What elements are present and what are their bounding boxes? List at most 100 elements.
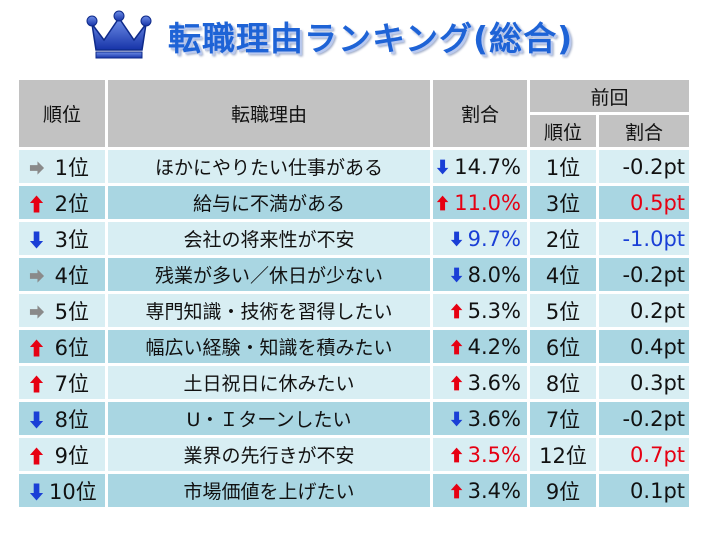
rank-label: 10位 xyxy=(49,479,97,504)
rank-cell: 10位 xyxy=(19,474,105,507)
header-pct: 割合 xyxy=(433,80,527,147)
reason-cell: 給与に不満がある xyxy=(108,186,430,219)
prev-rank-cell: 4位 xyxy=(530,258,596,291)
arrow-up-icon xyxy=(450,303,462,318)
arrow-right-icon xyxy=(29,268,45,283)
reason-cell: 専門知識・技術を習得したい xyxy=(108,294,430,327)
crown-icon xyxy=(86,10,152,59)
rank-label: 6位 xyxy=(54,335,89,360)
arrow-up-icon xyxy=(450,375,462,390)
rank-label: 1位 xyxy=(54,155,89,180)
rank-cell: 8位 xyxy=(19,402,105,435)
table-row: 2位 給与に不満がある 11.0% 3位 0.5pt xyxy=(19,186,690,219)
reason-cell: 会社の将来性が不安 xyxy=(108,222,430,255)
rank-cell: 2位 xyxy=(19,186,105,219)
reason-cell: 市場価値を上げたい xyxy=(108,474,430,507)
prev-pt-cell: 0.4pt xyxy=(599,330,690,363)
pct-value: 4.2% xyxy=(467,334,521,359)
pct-cell: 3.5% xyxy=(433,438,527,471)
pct-value: 8.0% xyxy=(467,262,521,287)
arrow-down-icon xyxy=(29,231,44,248)
rank-label: 3位 xyxy=(54,227,89,252)
pct-value: 5.3% xyxy=(467,298,521,323)
pct-cell: 11.0% xyxy=(433,186,527,219)
arrow-down-icon xyxy=(450,411,462,426)
table-row: 10位 市場価値を上げたい 3.4% 9位 0.1pt xyxy=(19,474,690,507)
pct-value: 9.7% xyxy=(467,226,521,251)
header-previous: 前回 xyxy=(530,80,690,112)
prev-pt-cell: 0.7pt xyxy=(599,438,690,471)
prev-pt-cell: -0.2pt xyxy=(599,150,690,183)
arrow-down-icon xyxy=(29,411,44,428)
arrow-up-icon xyxy=(450,339,462,354)
arrow-up-icon xyxy=(29,195,44,212)
rank-cell: 7位 xyxy=(19,366,105,399)
table-row: 5位 専門知識・技術を習得したい 5.3% 5位 0.2pt xyxy=(19,294,690,327)
rank-label: 8位 xyxy=(54,407,89,432)
pct-cell: 5.3% xyxy=(433,294,527,327)
prev-pt-cell: -0.2pt xyxy=(599,258,690,291)
prev-rank-cell: 9位 xyxy=(530,474,596,507)
prev-pt-cell: 0.2pt xyxy=(599,294,690,327)
rank-label: 9位 xyxy=(54,443,89,468)
prev-rank-cell: 6位 xyxy=(530,330,596,363)
table-row: 3位 会社の将来性が不安 9.7% 2位 -1.0pt xyxy=(19,222,690,255)
rank-label: 5位 xyxy=(54,299,89,324)
pct-cell: 3.4% xyxy=(433,474,527,507)
ranking-table: 順位 転職理由 割合 前回 順位 割合 1位 ほかにやりたい仕事がある 14.7% 1… xyxy=(16,77,692,510)
rank-label: 7位 xyxy=(54,371,89,396)
table-row: 6位 幅広い経験・知識を積みたい 4.2% 6位 0.4pt xyxy=(19,330,690,363)
arrow-up-icon xyxy=(450,447,462,462)
prev-rank-cell: 2位 xyxy=(530,222,596,255)
arrow-down-icon xyxy=(450,267,462,282)
pct-value: 14.7% xyxy=(454,154,521,179)
arrow-up-icon xyxy=(437,195,449,210)
prev-pt-cell: -0.2pt xyxy=(599,402,690,435)
pct-value: 3.4% xyxy=(467,478,521,503)
rank-label: 2位 xyxy=(54,191,89,216)
prev-rank-cell: 8位 xyxy=(530,366,596,399)
arrow-down-icon xyxy=(29,483,44,500)
rank-cell: 1位 xyxy=(19,150,105,183)
arrow-right-icon xyxy=(29,304,45,319)
table-row: 4位 残業が多い／休日が少ない 8.0% 4位 -0.2pt xyxy=(19,258,690,291)
header-reason: 転職理由 xyxy=(108,80,430,147)
prev-rank-cell: 5位 xyxy=(530,294,596,327)
reason-cell: 残業が多い／休日が少ない xyxy=(108,258,430,291)
pct-value: 3.5% xyxy=(467,442,521,467)
prev-rank-cell: 7位 xyxy=(530,402,596,435)
rank-cell: 9位 xyxy=(19,438,105,471)
rank-cell: 6位 xyxy=(19,330,105,363)
pct-cell: 3.6% xyxy=(433,402,527,435)
prev-pt-cell: 0.5pt xyxy=(599,186,690,219)
rank-cell: 5位 xyxy=(19,294,105,327)
rank-cell: 4位 xyxy=(19,258,105,291)
reason-cell: ほかにやりたい仕事がある xyxy=(108,150,430,183)
header-prev-pct: 割合 xyxy=(599,115,690,147)
reason-cell: 幅広い経験・知識を積みたい xyxy=(108,330,430,363)
ranking-header: 転職理由ランキング(総合) xyxy=(0,0,705,74)
reason-cell: U・Ｉターンしたい xyxy=(108,402,430,435)
prev-rank-cell: 3位 xyxy=(530,186,596,219)
prev-rank-cell: 12位 xyxy=(530,438,596,471)
table-row: 9位 業界の先行きが不安 3.5% 12位 0.7pt xyxy=(19,438,690,471)
arrow-up-icon xyxy=(29,375,44,392)
reason-cell: 土日祝日に休みたい xyxy=(108,366,430,399)
arrow-down-icon xyxy=(437,159,449,174)
arrow-down-icon xyxy=(450,231,462,246)
table-row: 1位 ほかにやりたい仕事がある 14.7% 1位 -0.2pt xyxy=(19,150,690,183)
header-rank: 順位 xyxy=(19,80,105,147)
page-title: 転職理由ランキング(総合) xyxy=(168,19,574,58)
reason-cell: 業界の先行きが不安 xyxy=(108,438,430,471)
arrow-right-icon xyxy=(29,160,45,175)
arrow-up-icon xyxy=(29,447,44,464)
pct-cell: 4.2% xyxy=(433,330,527,363)
arrow-up-icon xyxy=(29,339,44,356)
table-row: 8位 U・Ｉターンしたい 3.6% 7位 -0.2pt xyxy=(19,402,690,435)
prev-rank-cell: 1位 xyxy=(530,150,596,183)
pct-cell: 3.6% xyxy=(433,366,527,399)
pct-value: 3.6% xyxy=(467,406,521,431)
pct-value: 3.6% xyxy=(467,370,521,395)
pct-cell: 14.7% xyxy=(433,150,527,183)
arrow-up-icon xyxy=(450,483,462,498)
